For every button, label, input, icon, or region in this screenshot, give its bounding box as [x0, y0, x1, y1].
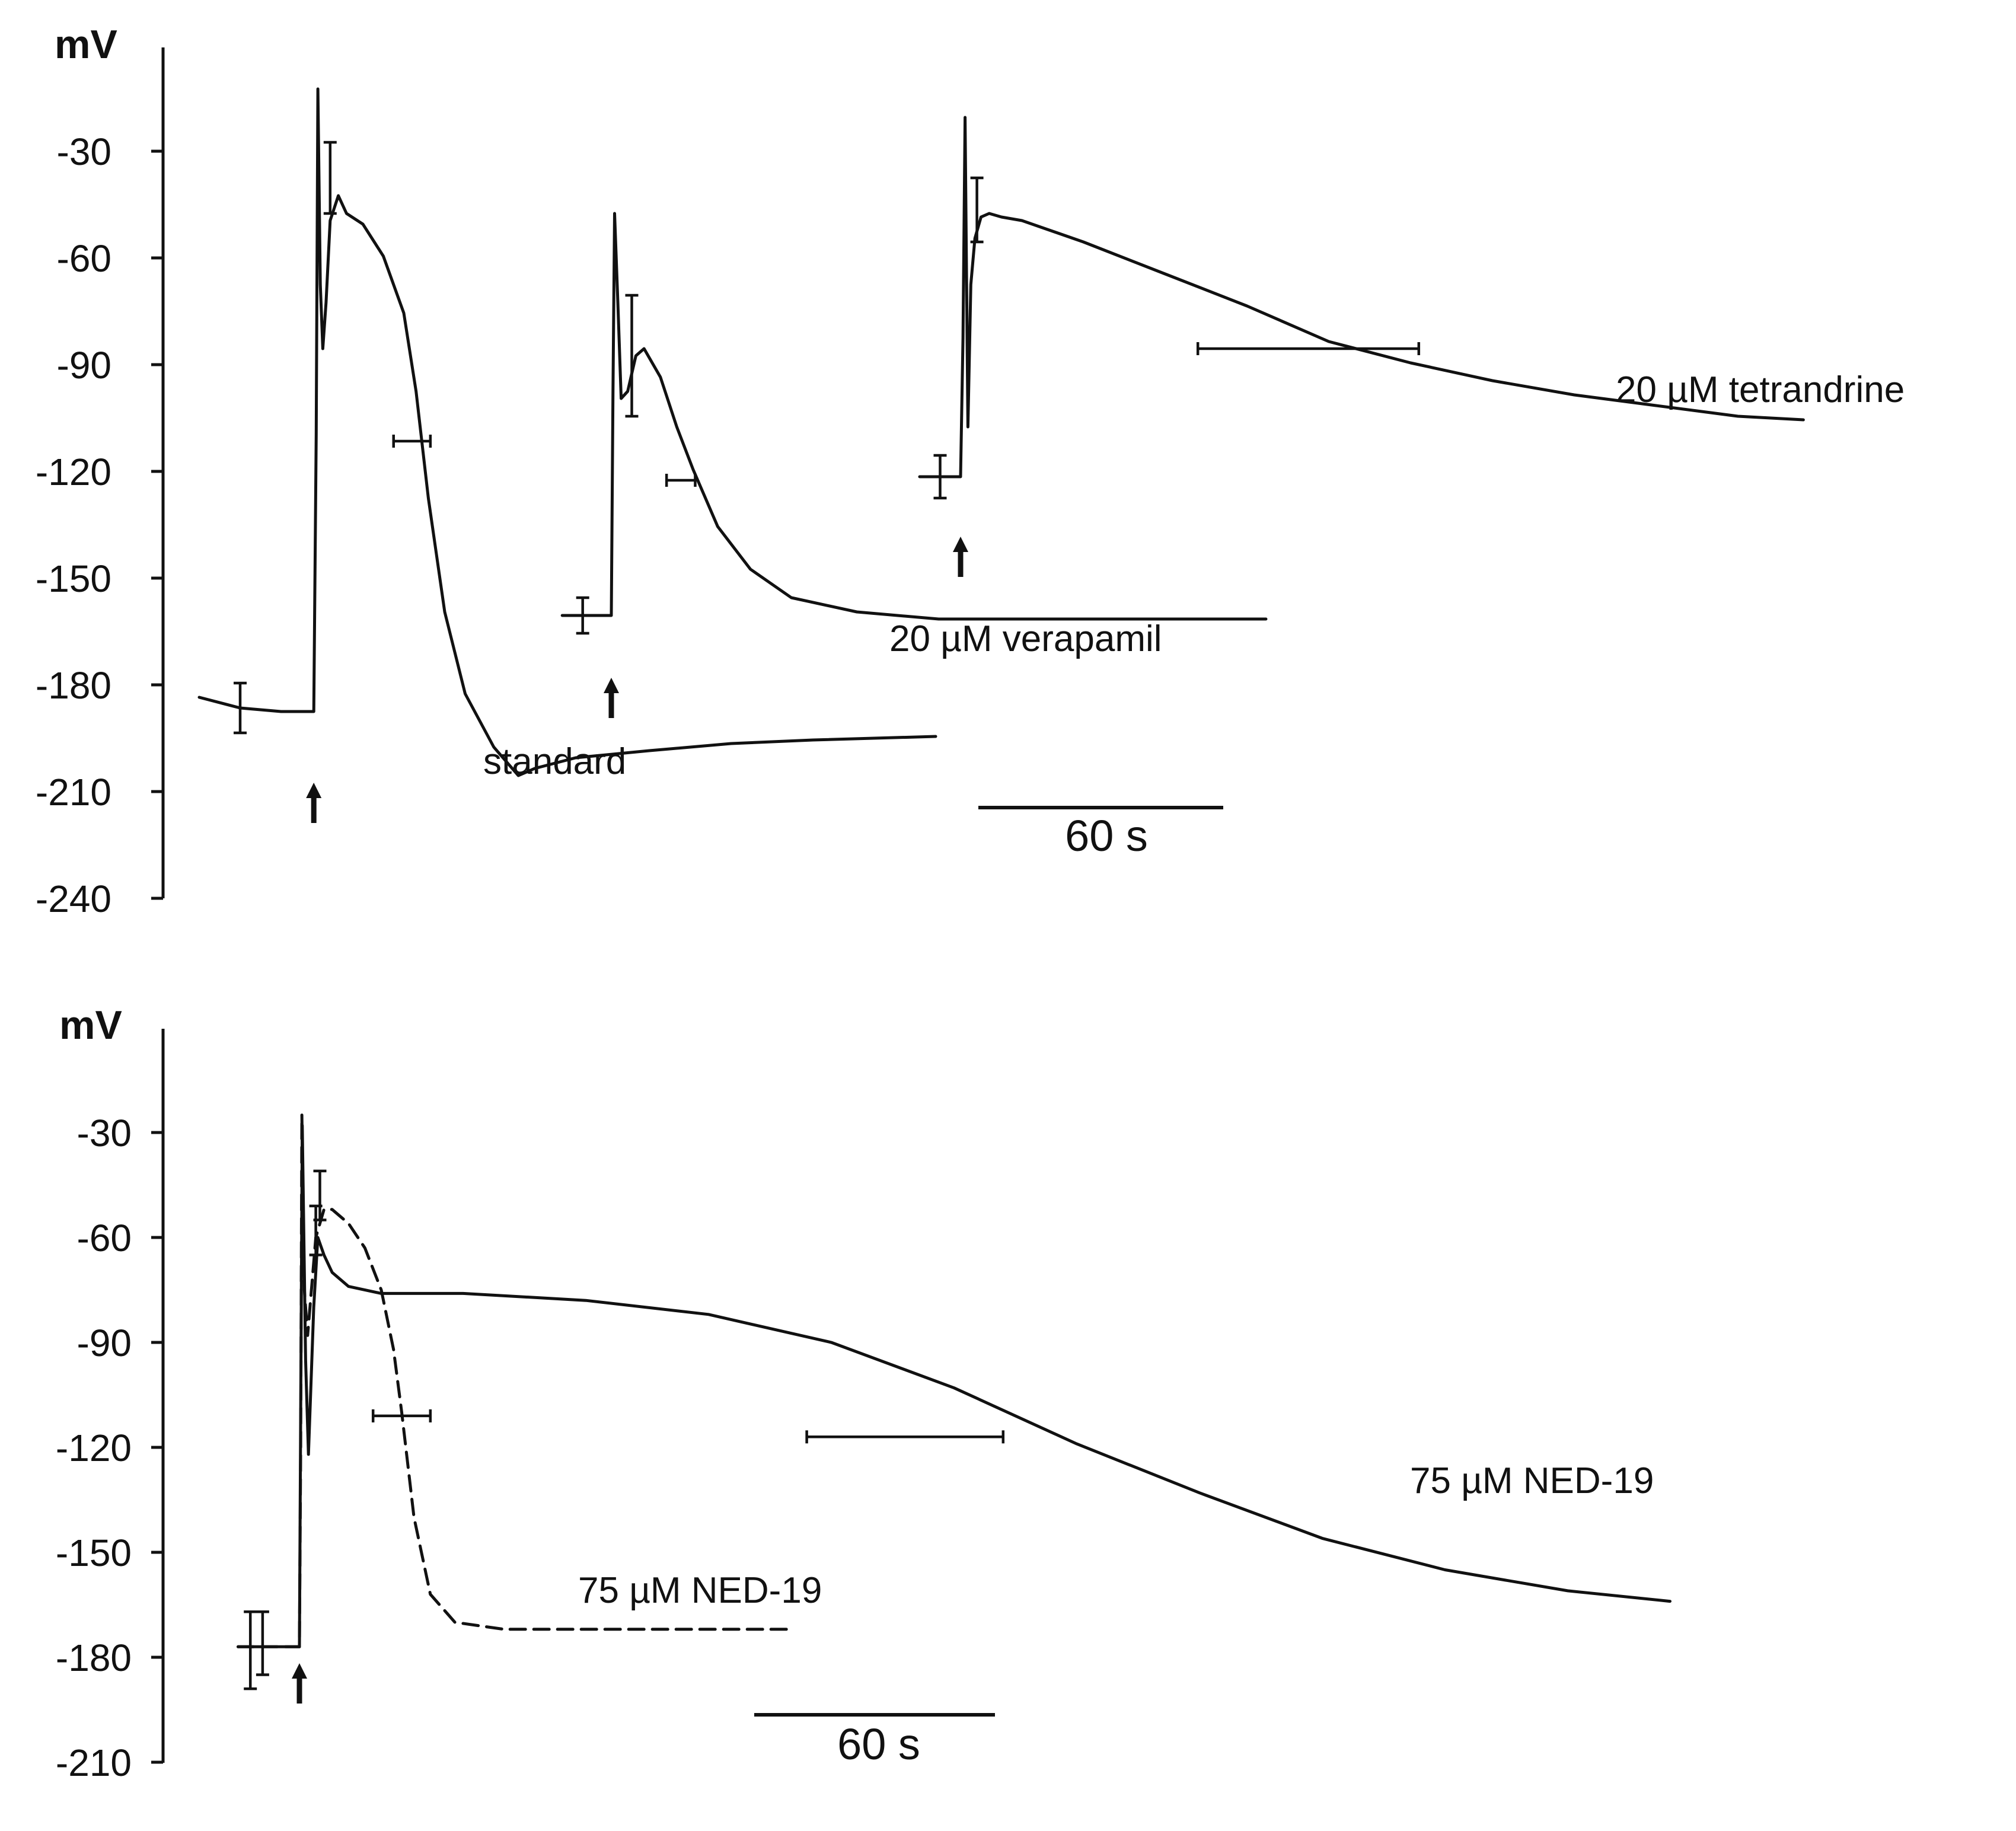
- label-ned19-dashed: 75 µM NED-19: [578, 1570, 822, 1611]
- arrow-head: [306, 783, 322, 798]
- label-verapamil: 20 µM verapamil: [889, 618, 1162, 659]
- arrow-head: [292, 1663, 307, 1679]
- stimulus-arrow-icon: [604, 678, 619, 718]
- stimulus-arrow-icon: [292, 1663, 307, 1704]
- error-bar: [309, 1204, 323, 1256]
- trace-ned19-solid: [237, 1124, 1672, 1648]
- y-tick-label: -30: [77, 1112, 132, 1154]
- y-tick-label: -180: [56, 1637, 132, 1679]
- y-tick-label: -30: [57, 130, 112, 173]
- y-tick-label: -120: [36, 451, 111, 493]
- label-ned19-solid: 75 µM NED-19: [1410, 1460, 1654, 1501]
- error-bar: [1196, 342, 1421, 355]
- arrow-head: [604, 678, 619, 693]
- error-bar: [665, 474, 697, 487]
- error-bar: [805, 1430, 1005, 1444]
- arrow-head: [953, 537, 968, 552]
- stimulus-arrow-icon: [306, 783, 322, 823]
- panel-top: mV -30 -60 -90 -120 -150 -180 -210 -240: [36, 22, 1905, 920]
- error-bar: [256, 1610, 269, 1676]
- panel-bottom-y-ticks: [151, 1131, 163, 1764]
- error-bar: [392, 435, 432, 448]
- error-bar: [933, 454, 947, 500]
- y-tick-label: -120: [56, 1427, 132, 1469]
- y-tick-label: -210: [56, 1741, 132, 1784]
- errorbars-verapamil: [576, 294, 697, 635]
- errorbars-tetrandrine: [933, 176, 1421, 500]
- y-tick-label: -90: [77, 1322, 132, 1364]
- trace-tetrandrine: [918, 116, 1805, 479]
- trace-standard: [197, 87, 937, 777]
- y-tick-label: -150: [56, 1532, 132, 1574]
- label-standard: standard: [483, 741, 626, 782]
- trace-verapamil: [560, 212, 1268, 621]
- errorbars-ned19-solid: [256, 1204, 1005, 1676]
- error-bar: [234, 681, 247, 735]
- panel-top-y-ticks: [151, 149, 163, 900]
- y-tick-label: -150: [36, 557, 111, 600]
- error-bar: [625, 294, 639, 418]
- error-bar: [371, 1409, 432, 1422]
- scalebar-bottom-label: 60 s: [837, 1720, 920, 1769]
- stimulus-arrows-bottom: [292, 1663, 307, 1704]
- y-tick-label: -240: [36, 878, 111, 920]
- error-bar: [970, 176, 984, 244]
- errorbars-ned19-dashed: [244, 1169, 432, 1690]
- error-bar: [576, 596, 589, 635]
- panel-bottom-tick-labels: -30 -60 -90 -120 -150 -180 -210: [56, 1112, 132, 1784]
- panel-top-ylabel: mV: [55, 22, 117, 67]
- stimulus-arrows-top: [306, 537, 968, 823]
- y-tick-label: -60: [77, 1217, 132, 1259]
- y-tick-label: -90: [57, 344, 112, 387]
- panel-bottom: mV -30 -60 -90 -120 -150 -180 -210 75 µM…: [56, 1003, 1672, 1784]
- y-tick-label: -180: [36, 664, 111, 707]
- errorbars-standard: [234, 141, 432, 735]
- error-bar: [244, 1610, 257, 1690]
- panel-top-tick-labels: -30 -60 -90 -120 -150 -180 -210 -240: [36, 130, 111, 920]
- scalebar-top-label: 60 s: [1065, 811, 1148, 860]
- stimulus-arrow-icon: [953, 537, 968, 577]
- error-bar: [323, 141, 337, 215]
- y-tick-label: -210: [36, 771, 111, 814]
- panel-bottom-ylabel: mV: [59, 1003, 122, 1048]
- y-tick-label: -60: [57, 237, 112, 280]
- label-tetrandrine: 20 µM tetrandrine: [1616, 369, 1905, 410]
